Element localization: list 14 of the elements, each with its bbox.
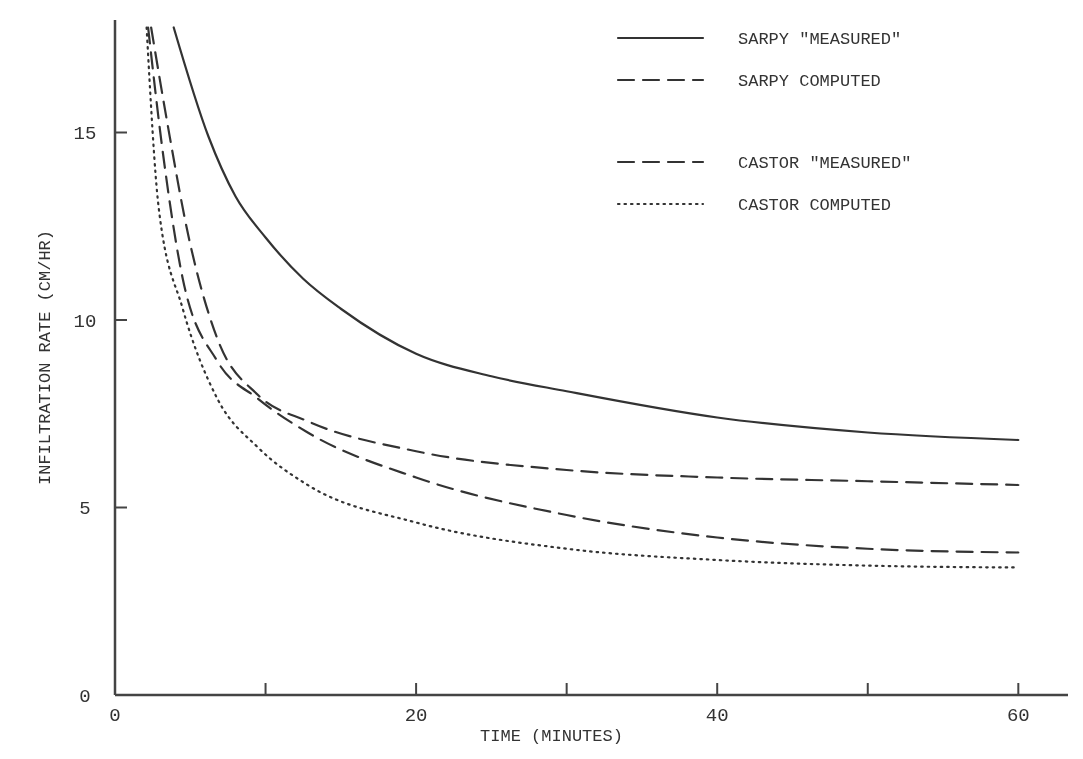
legend-label: SARPY "MEASURED" xyxy=(738,29,902,49)
legend-label: CASTOR "MEASURED" xyxy=(738,153,912,173)
x-axis-title: TIME (MINUTES) xyxy=(480,727,623,746)
legend-label: SARPY COMPUTED xyxy=(738,71,881,91)
y-tick-label: 15 xyxy=(73,123,97,146)
x-tick-label: 40 xyxy=(705,705,729,727)
x-tick-label: 60 xyxy=(1006,705,1030,727)
y-tick-label: 0 xyxy=(79,685,91,708)
x-tick-label: 0 xyxy=(109,705,121,727)
y-axis-title: INFILTRATION RATE (CM/HR) xyxy=(36,229,55,486)
y-tick-label: 10 xyxy=(73,310,97,333)
x-tick-label: 20 xyxy=(404,705,428,727)
legend-label: CASTOR COMPUTED xyxy=(738,195,892,215)
y-tick-label: 5 xyxy=(79,498,91,521)
